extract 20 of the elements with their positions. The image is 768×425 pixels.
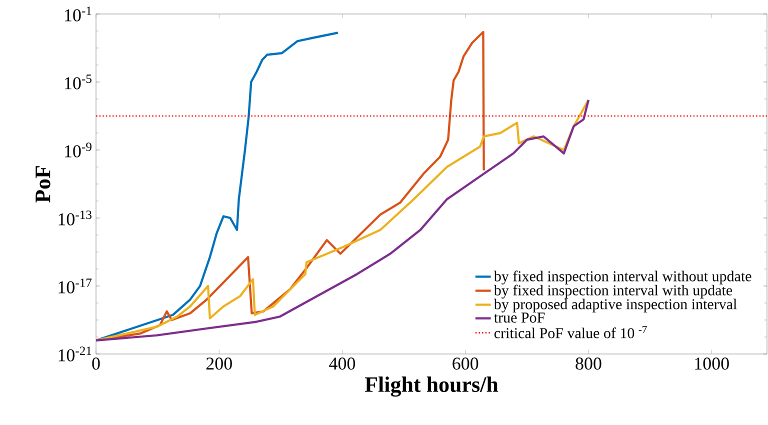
legend-label: true PoF [494, 312, 545, 323]
line-series [96, 32, 340, 342]
legend-label: critical PoF value of 10 $^{-7}$ [494, 326, 647, 338]
y-axis-title: PoF [36, 166, 50, 203]
legend-label: by proposed adaptive inspection interval [494, 298, 737, 312]
x-axis-title: Flight hours/h [364, 376, 498, 397]
x-tick-label: 600 [452, 358, 478, 370]
x-tick-label: 1000 [695, 358, 729, 370]
y-tick-label: 10$^{-17}$ [58, 278, 92, 294]
legend-label: by fixed inspection interval with update [494, 284, 732, 298]
x-tick-label: 200 [206, 358, 232, 370]
y-tick-label: 10$^{-9}$ [65, 142, 92, 158]
y-tick-label: 10$^{-1}$ [65, 6, 92, 22]
y-tick-label: 10$^{-5}$ [65, 74, 92, 90]
y-tick-label: 10$^{-13}$ [58, 210, 92, 226]
x-tick-label: 400 [329, 358, 356, 370]
x-tick-label: 0 [92, 358, 100, 370]
legend-label: by fixed inspection interval without update [494, 270, 752, 284]
y-tick-label: 10$^{-21}$ [58, 346, 92, 362]
x-tick-label: 800 [576, 358, 602, 370]
